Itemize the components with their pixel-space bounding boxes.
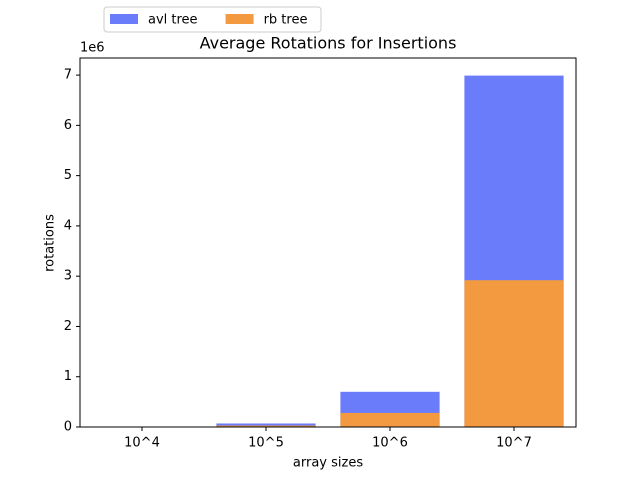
y-tick-label: 3 [64, 269, 72, 284]
legend-swatch [225, 14, 254, 24]
bar [340, 412, 440, 427]
y-tick-label: 0 [64, 420, 72, 435]
chart-title: Average Rotations for Insertions [200, 34, 457, 53]
x-axis-label: array sizes [293, 456, 363, 471]
y-axis-label: rotations [43, 214, 58, 272]
bar [216, 425, 316, 427]
y-tick-label: 6 [64, 118, 72, 133]
x-tick-label: 10^5 [248, 436, 284, 451]
bar [464, 280, 564, 427]
bar [216, 423, 316, 427]
plot-frame [79, 57, 577, 428]
legend-label: rb tree [264, 13, 308, 28]
legend: avl tree rb tree [103, 6, 322, 33]
y-tick-label: 7 [64, 68, 72, 83]
y-tick-label: 5 [64, 168, 72, 183]
x-tick-label: 10^4 [124, 436, 160, 451]
y-tick-label: 2 [64, 319, 72, 334]
y-tick-label: 4 [64, 218, 72, 233]
legend-frame [103, 6, 322, 33]
y-tick-label: 1 [64, 369, 72, 384]
x-tick-label: 10^6 [372, 436, 408, 451]
x-tick-label: 10^7 [496, 436, 532, 451]
legend-label: avl tree [148, 13, 198, 28]
legend-swatch [110, 14, 138, 24]
y-offset-label: 1e6 [80, 41, 105, 56]
